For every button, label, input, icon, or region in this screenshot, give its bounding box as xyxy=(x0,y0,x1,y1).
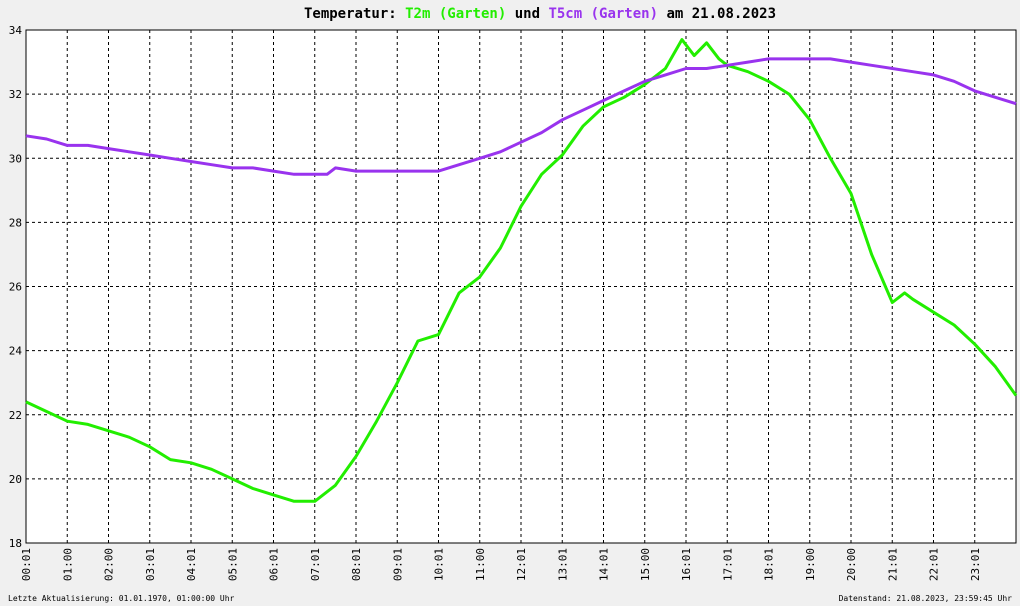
x-tick-labels: 00:01 01:00 02:00 03:01 04:01 05:01 06:01 07:01… xyxy=(20,548,982,581)
title-prefix: Temperatur: xyxy=(304,6,405,22)
y-tick-label: 20 xyxy=(9,473,22,486)
y-tick-label: 24 xyxy=(9,345,23,358)
x-tick-label: 21:01 xyxy=(886,548,899,581)
title-mid: und xyxy=(506,6,548,22)
x-tick-label: 08:01 xyxy=(350,548,363,581)
x-tick-label: 11:00 xyxy=(474,548,487,581)
x-tick-label: 18:01 xyxy=(763,548,776,581)
y-tick-label: 34 xyxy=(9,24,23,37)
y-tick-label: 32 xyxy=(9,88,22,101)
x-tick-label: 14:01 xyxy=(598,548,611,581)
x-tick-label: 12:01 xyxy=(515,548,528,581)
x-tick-label: 22:01 xyxy=(928,548,941,581)
y-tick-label: 22 xyxy=(9,409,22,422)
x-tick-label: 05:01 xyxy=(226,548,239,581)
x-tick-label: 02:00 xyxy=(103,548,116,581)
x-tick-label: 00:01 xyxy=(20,548,33,581)
y-tick-label: 26 xyxy=(9,281,22,294)
x-tick-label: 06:01 xyxy=(268,548,281,581)
series-line-t5cm xyxy=(25,57,1017,176)
x-tick-label: 15:00 xyxy=(639,548,652,581)
x-tick-label: 16:01 xyxy=(680,548,693,581)
x-tick-label: 03:01 xyxy=(144,548,157,581)
footer-last-update: Letzte Aktualisierung: 01.01.1970, 01:00… xyxy=(8,594,235,603)
x-tick-label: 20:00 xyxy=(845,548,858,581)
x-tick-label: 09:01 xyxy=(391,548,404,581)
x-tick-label: 07:01 xyxy=(309,548,322,581)
footer-data-status: Datenstand: 21.08.2023, 23:59:45 Uhr xyxy=(839,594,1013,603)
series-layer xyxy=(25,38,1018,503)
x-tick-label: 04:01 xyxy=(185,548,198,581)
x-tick-label: 10:01 xyxy=(433,548,446,581)
y-tick-label: 18 xyxy=(9,537,22,550)
title-series-t2m: T2m (Garten) xyxy=(405,6,506,22)
x-tick-label: 19:00 xyxy=(804,548,817,581)
y-tick-labels: 18 20 22 24 26 28 30 32 34 xyxy=(9,24,23,550)
x-tick-label: 23:01 xyxy=(969,548,982,581)
x-tick-label: 17:01 xyxy=(721,548,734,581)
x-tick-label: 13:01 xyxy=(556,548,569,581)
x-tick-label: 01:00 xyxy=(61,548,74,581)
title-series-t5cm: T5cm (Garten) xyxy=(548,6,658,22)
y-tick-label: 30 xyxy=(9,152,22,165)
grid-lines xyxy=(26,30,1016,543)
series-line-t2m xyxy=(25,38,1018,503)
chart-title: Temperatur: T2m (Garten) und T5cm (Garte… xyxy=(304,6,776,22)
y-tick-label: 28 xyxy=(9,216,22,229)
title-suffix: am 21.08.2023 xyxy=(658,6,776,22)
